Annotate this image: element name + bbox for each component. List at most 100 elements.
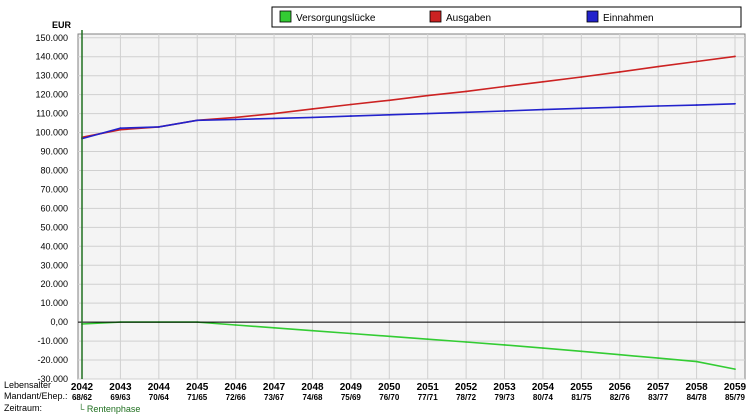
data-point	[234, 118, 237, 121]
x-age-label: 81/75	[571, 393, 592, 402]
y-tick-label: 130.000	[35, 71, 68, 81]
y-tick-label: 90.000	[40, 147, 68, 157]
data-point	[157, 125, 160, 128]
legend: Versorgungslücke Ausgaben Einnahmen	[271, 6, 742, 28]
y-tick-label: 150.000	[35, 33, 68, 43]
y-tick-label: -30.000	[37, 374, 68, 384]
data-point	[580, 350, 583, 353]
data-point	[388, 113, 391, 116]
data-point	[273, 117, 275, 120]
data-point	[580, 107, 583, 110]
y-tick-label: -20.000	[37, 355, 68, 365]
y-tick-label: 140.000	[35, 52, 68, 62]
legend-entry: Einnahmen	[603, 13, 654, 24]
data-point	[542, 347, 544, 350]
data-point	[465, 90, 468, 93]
x-age-label: 79/73	[495, 393, 516, 402]
data-point	[580, 76, 583, 78]
data-point	[503, 110, 506, 112]
data-point	[426, 94, 429, 97]
data-point	[311, 329, 314, 332]
data-point	[273, 326, 275, 329]
data-point	[618, 106, 621, 109]
data-point	[657, 65, 660, 68]
x-tick-label: 2043	[109, 382, 132, 393]
data-point	[349, 332, 352, 335]
data-point	[349, 115, 352, 117]
x-age-label: 82/76	[610, 393, 631, 402]
y-tick-label: 50.000	[40, 222, 68, 232]
data-point	[119, 128, 122, 131]
legend-swatch	[279, 10, 292, 23]
data-point	[426, 338, 429, 341]
data-point	[234, 116, 237, 119]
data-point	[503, 343, 506, 346]
x-tick-label: 2045	[186, 382, 209, 393]
data-point	[426, 112, 429, 115]
x-tick-label: 2048	[301, 382, 324, 393]
y-tick-label: 40.000	[40, 241, 68, 251]
y-tick-label: 80.000	[40, 165, 68, 175]
legend-entry: Ausgaben	[446, 13, 491, 24]
data-point	[734, 55, 736, 58]
y-tick-label: 70.000	[40, 184, 68, 194]
x-tick-label: 2050	[378, 382, 401, 393]
x-age-label: 84/78	[687, 393, 708, 402]
x-tick-label: 2049	[340, 382, 363, 393]
x-age-label: 68/62	[72, 393, 93, 402]
x-tick-label: 2042	[71, 382, 94, 393]
x-tick-label: 2057	[647, 382, 670, 393]
series-line-2	[81, 103, 736, 140]
data-point	[657, 357, 660, 360]
data-point	[695, 104, 698, 106]
data-point	[618, 353, 621, 356]
data-point	[734, 368, 736, 371]
x-tick-label: 2044	[148, 382, 171, 393]
x-tick-label: 2046	[225, 382, 248, 393]
data-point	[657, 105, 660, 107]
x-tick-label: 2047	[263, 382, 286, 393]
data-point	[542, 108, 544, 111]
x-age-label: 69/63	[110, 393, 131, 402]
x-age-label: 73/67	[264, 393, 285, 402]
data-point	[349, 103, 352, 106]
x-age-label: 83/77	[648, 393, 669, 402]
x-age-label: 70/64	[149, 393, 170, 402]
data-point	[388, 335, 391, 338]
data-point	[542, 80, 544, 83]
legend-swatch	[586, 10, 599, 23]
data-point	[311, 116, 314, 119]
data-point	[734, 102, 736, 105]
legend-swatch	[429, 10, 442, 23]
row-label-mandant: Mandant/Ehep.:	[4, 391, 68, 401]
plot-area	[77, 33, 746, 380]
data-point	[695, 60, 698, 63]
x-age-label: 74/68	[302, 393, 323, 402]
data-point	[273, 112, 275, 115]
data-point	[503, 85, 506, 88]
x-tick-label: 2058	[685, 382, 708, 393]
x-age-label: 85/79	[725, 393, 746, 402]
x-age-label: 78/72	[456, 393, 477, 402]
y-tick-label: -10.000	[37, 336, 68, 346]
data-point	[119, 127, 122, 130]
data-point	[234, 324, 237, 326]
data-point	[196, 119, 199, 122]
x-age-label: 71/65	[187, 393, 208, 402]
y-tick-label: 0,00	[50, 317, 68, 327]
y-tick-label: 30.000	[40, 260, 68, 270]
x-age-label: 77/71	[418, 393, 439, 402]
x-age-label: 75/69	[341, 393, 362, 402]
row-label-lebensalter: Lebensalter	[4, 380, 51, 390]
y-tick-label: 110.000	[36, 109, 68, 119]
y-tick-label: 60.000	[40, 203, 68, 213]
data-point	[695, 360, 698, 363]
data-point	[618, 71, 621, 73]
y-tick-label: 120.000	[35, 90, 68, 100]
y-tick-label: 100.000	[35, 128, 68, 138]
x-age-label: 80/74	[533, 393, 554, 402]
data-point	[388, 99, 391, 102]
x-tick-label: 2055	[570, 382, 593, 393]
x-tick-label: 2059	[724, 382, 747, 393]
